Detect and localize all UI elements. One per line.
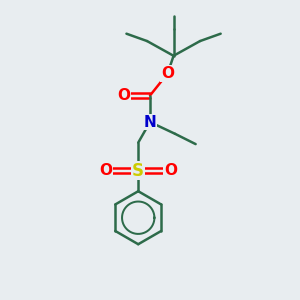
- Text: O: O: [161, 66, 174, 81]
- Text: O: O: [164, 163, 177, 178]
- Text: S: S: [132, 162, 144, 180]
- Text: O: O: [99, 163, 112, 178]
- Text: N: N: [144, 115, 156, 130]
- Text: O: O: [117, 88, 130, 103]
